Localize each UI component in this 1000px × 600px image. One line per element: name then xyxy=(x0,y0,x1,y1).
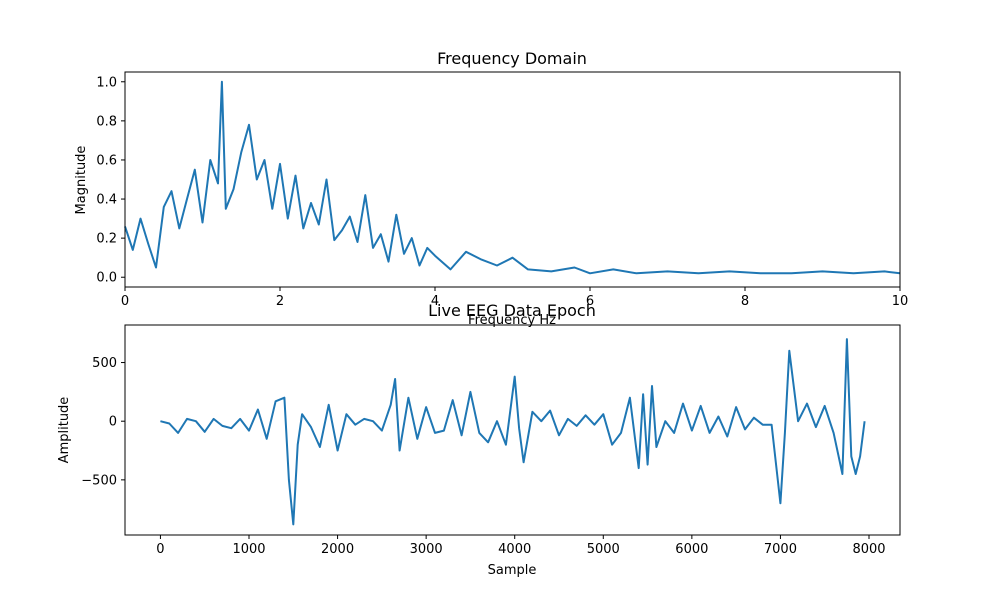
x-tick-label: 5000 xyxy=(587,542,620,557)
x-tick-label: 7000 xyxy=(764,542,797,557)
y-tick-label: 0.6 xyxy=(96,153,117,168)
eeg-plot-frame xyxy=(124,324,901,536)
y-tick-label: 0.0 xyxy=(96,271,117,286)
eeg-epoch-chart: 0 1000 2000 3000 4000 5000 6000 7000 8000 −500 0 50… xyxy=(57,301,901,578)
x-tick-label: 0 xyxy=(156,542,164,557)
frequency-plot-frame xyxy=(124,71,901,288)
eeg-axis-ticks: 0 1000 2000 3000 4000 5000 6000 7000 8000 −500 0 50… xyxy=(81,356,885,557)
eeg-x-axis-label: Sample xyxy=(488,563,537,578)
x-tick-label: 8000 xyxy=(852,542,885,557)
y-tick-label: −500 xyxy=(81,473,117,488)
y-tick-label: 0 xyxy=(109,415,117,430)
x-tick-label: 1000 xyxy=(232,542,265,557)
x-tick-label: 6 xyxy=(586,294,594,309)
x-tick-label: 4 xyxy=(431,294,439,309)
frequency-x-axis-label: Frequency Hz xyxy=(468,313,556,328)
y-tick-label: 500 xyxy=(92,356,117,371)
x-tick-label: 10 xyxy=(892,294,909,309)
frequency-y-axis-label: Magnitude xyxy=(74,146,89,215)
y-tick-label: 0.4 xyxy=(96,193,117,208)
frequency-axis-ticks: 0 2 4 6 8 10 0.0 0.2 0.4 0.6 0.8 1.0 xyxy=(96,75,908,309)
x-tick-label: 0 xyxy=(121,294,129,309)
frequency-chart-title: Frequency Domain xyxy=(437,49,587,68)
eeg-y-axis-label: Amplitude xyxy=(57,397,72,464)
x-tick-label: 4000 xyxy=(498,542,531,557)
eeg-chart-title: Live EEG Data Epoch xyxy=(428,301,596,320)
eeg-amplitude-line xyxy=(160,338,866,526)
y-tick-label: 0.2 xyxy=(96,232,117,247)
frequency-domain-chart: Frequency Domain 0 2 4 6 8 10 0.0 0.2 0.4 0.6 0.8 1… xyxy=(74,49,908,328)
y-tick-label: 1.0 xyxy=(96,75,117,90)
x-tick-label: 6000 xyxy=(675,542,708,557)
frequency-magnitude-line xyxy=(124,80,901,275)
x-tick-label: 3000 xyxy=(410,542,443,557)
x-tick-label: 8 xyxy=(741,294,749,309)
x-tick-label: 2000 xyxy=(321,542,354,557)
y-tick-label: 0.8 xyxy=(96,114,117,129)
x-tick-label: 2 xyxy=(276,294,284,309)
